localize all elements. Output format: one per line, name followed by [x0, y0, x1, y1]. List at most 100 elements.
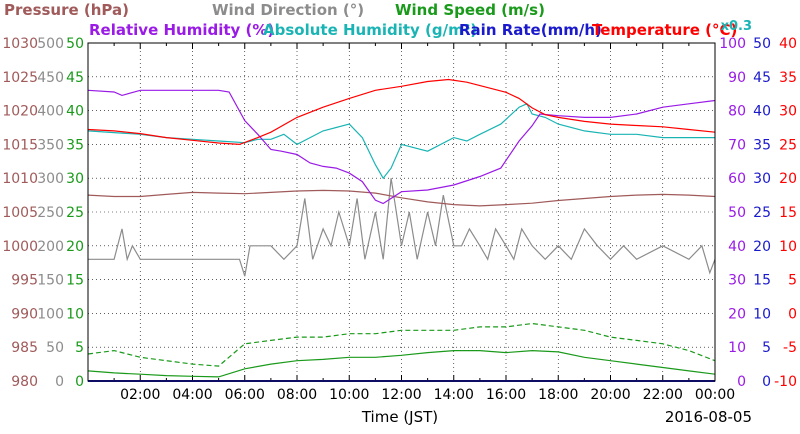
axis-tick-label: 35 [753, 137, 771, 153]
axis-tick-label: 30 [728, 273, 746, 289]
axis-tick-label: 995 [11, 273, 38, 289]
legend-item: Temperature (°C) [592, 21, 737, 39]
x-tick-label: 12:00 [381, 387, 421, 403]
axis-tick-label: 30 [66, 171, 84, 187]
axis-tick-label: 30 [779, 104, 797, 120]
axis-tick-label: 50 [66, 36, 84, 52]
chart-grid [88, 43, 715, 381]
series-line-wind-speed-gust [87, 322, 716, 367]
x-tick-label: 00:00 [695, 387, 735, 403]
axis-tick-label: 1000 [2, 239, 38, 255]
axis-tick-label: 15 [779, 205, 797, 221]
chart-legend: Pressure (hPa) Wind Direction (°) Wind Spe… [4, 1, 752, 39]
axis-tick-label: 20 [753, 239, 771, 255]
axis-tick-label: 1005 [2, 205, 38, 221]
axis-tick-label: 25 [779, 137, 797, 153]
x-axis-label: Time (JST) [361, 408, 438, 426]
axis-tick-label: 500 [37, 36, 64, 52]
axis-tick-label: 450 [37, 70, 64, 86]
axis-tick-label: 50 [753, 36, 771, 52]
axis-tick-label: 15 [66, 273, 84, 289]
axis-tick-label: 5 [788, 273, 797, 289]
axis-tick-label: 0 [762, 374, 771, 390]
axis-tick-label: 1015 [2, 137, 38, 153]
axis-tick-label: 5 [762, 340, 771, 356]
series-line-absolute-humidity [87, 103, 715, 180]
axis-tick-label: 15 [753, 273, 771, 289]
date-label: 2016-08-05 [665, 408, 752, 426]
axis-tick-label: -10 [774, 374, 797, 390]
axis-tick-label: -5 [783, 340, 797, 356]
axis-tick-label: 40 [728, 239, 746, 255]
axis-tick-label: 1030 [2, 36, 38, 52]
x-tick-label: 02:00 [120, 387, 160, 403]
axis-tick-label: 45 [66, 70, 84, 86]
x-tick-label: 20:00 [590, 387, 630, 403]
axis-tick-labels: 1030102510201015101010051000995990985980… [2, 36, 797, 390]
legend-item: Relative Humidity (%) [89, 21, 274, 39]
axis-tick-label: 1020 [2, 104, 38, 120]
series-line-wind-speed-avg [87, 349, 716, 378]
axis-tick-label: 40 [753, 104, 771, 120]
x-tick-label: 16:00 [486, 387, 526, 403]
axis-tick-label: 0 [75, 374, 84, 390]
axis-tick-label: 10 [66, 306, 84, 322]
x-tick-label: 08:00 [277, 387, 317, 403]
axis-tick-label: 300 [37, 171, 64, 187]
legend-item: Pressure (hPa) [4, 1, 129, 19]
multiplier-label: x0.3 [721, 19, 752, 34]
x-tick-label: 04:00 [172, 387, 212, 403]
axis-tick-label: 45 [753, 70, 771, 86]
axis-tick-label: 50 [728, 205, 746, 221]
axis-tick-label: 25 [66, 205, 84, 221]
axis-tick-label: 400 [37, 104, 64, 120]
legend-item: Wind Direction (°) [212, 1, 364, 19]
legend-item: Absolute Humidity (g/m³) [263, 21, 477, 39]
axis-tick-label: 20 [728, 306, 746, 322]
axis-tick-label: 20 [779, 171, 797, 187]
axis-tick-label: 150 [37, 273, 64, 289]
x-tick-label: 14:00 [434, 387, 474, 403]
axis-tick-label: 60 [728, 171, 746, 187]
x-tick-label: 06:00 [225, 387, 265, 403]
x-tick-label: 10:00 [329, 387, 369, 403]
axis-tick-label: 80 [728, 104, 746, 120]
x-tick-label: 18:00 [538, 387, 578, 403]
axis-tick-label: 35 [66, 137, 84, 153]
axis-tick-label: 40 [66, 104, 84, 120]
axis-tick-label: 90 [728, 70, 746, 86]
axis-tick-label: 0 [55, 374, 64, 390]
x-tick-labels: 02:00 04:00 06:00 08:00 10:00 12:00 14:00 16:00… [120, 387, 735, 403]
series-line-wind-direction [88, 178, 716, 277]
axis-tick-label: 350 [37, 137, 64, 153]
series-line-pressure [87, 189, 716, 207]
axis-tick-label: 980 [11, 374, 38, 390]
axis-tick-label: 40 [779, 36, 797, 52]
axis-tick-label: 20 [66, 239, 84, 255]
axis-tick-label: 30 [753, 171, 771, 187]
axis-tick-label: 1025 [2, 70, 38, 86]
series-line-temperature [87, 78, 716, 146]
axis-tick-label: 1010 [2, 171, 38, 187]
axis-tick-label: 35 [779, 70, 797, 86]
axis-tick-label: 985 [11, 340, 38, 356]
axis-tick-label: 0 [737, 374, 746, 390]
legend-item: Wind Speed (m/s) [395, 1, 545, 19]
axis-tick-label: 50 [46, 340, 64, 356]
x-tick-label: 22:00 [643, 387, 683, 403]
legend-item: Rain Rate(mm/h) [459, 21, 602, 39]
axis-tick-label: 100 [37, 306, 64, 322]
axis-tick-label: 990 [11, 306, 38, 322]
axis-tick-label: 10 [728, 340, 746, 356]
plot-frame [87, 42, 716, 382]
axis-tick-label: 70 [728, 137, 746, 153]
axis-tick-label: 5 [75, 340, 84, 356]
axis-tick-label: 100 [719, 36, 746, 52]
axis-tick-label: 10 [779, 239, 797, 255]
axis-tick-label: 10 [753, 306, 771, 322]
axis-tick-label: 200 [37, 239, 64, 255]
axis-tick-label: 250 [37, 205, 64, 221]
axis-tick-label: 25 [753, 205, 771, 221]
axis-tick-label: 0 [788, 306, 797, 322]
